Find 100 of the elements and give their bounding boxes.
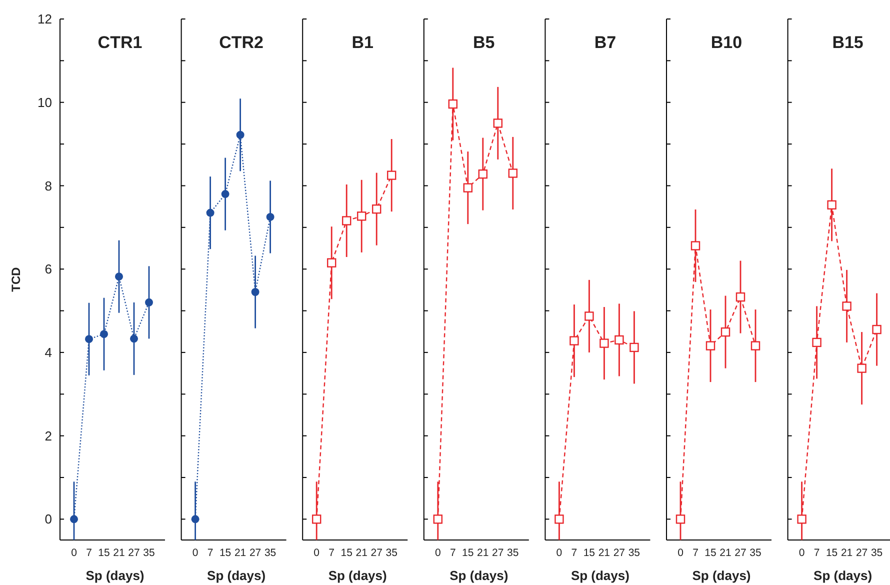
point [342,216,352,226]
x-tick-label: 15 [340,547,353,559]
y-tick-label: 2 [44,428,52,444]
x-tick-label: 0 [556,547,562,559]
point [251,288,260,296]
x-tick-label: 35 [628,547,640,559]
x-tick-label: 27 [734,547,746,559]
x-axis-title: Sp (days) [86,568,144,583]
point [720,327,730,337]
point [570,336,579,346]
x-tick-label: 21 [840,547,853,559]
point [221,190,230,198]
x-tick-label: 0 [678,547,684,559]
x-tick-label: 35 [264,547,276,559]
point [191,515,200,524]
text: B1 [352,33,374,52]
x-tick-label: 27 [370,547,383,559]
point [508,168,518,178]
y-tick-label: 12 [38,12,52,27]
x-tick-label: 27 [128,547,140,559]
point [857,364,866,373]
point [842,302,852,311]
x-tick-label: 7 [692,547,699,559]
text: CTR2 [219,33,264,52]
point [630,342,639,352]
x-tick-label: 35 [386,547,398,559]
x-axis-title: Sp (days) [450,568,508,583]
point [372,204,382,214]
y-tick-label: 4 [44,344,52,360]
x-tick-label: 15 [704,547,716,559]
point [85,335,93,344]
x-tick-label: 27 [249,547,262,559]
point [463,183,472,192]
point [115,272,123,281]
point [614,335,624,345]
point [70,515,78,524]
x-tick-label: 21 [720,547,732,559]
x-tick-label: 7 [450,547,456,559]
point [812,338,822,348]
x-tick-label: 15 [462,547,474,559]
x-tick-label: 0 [798,547,805,559]
x-tick-label: 0 [71,547,78,559]
y-tick-label: 6 [44,262,52,277]
x-tick-label: 21 [598,547,610,559]
point [145,298,153,306]
point [706,341,716,350]
point [827,200,836,210]
point [236,130,244,139]
x-tick-label: 7 [86,547,92,559]
point [797,514,806,524]
x-tick-label: 35 [143,547,155,559]
x-tick-label: 15 [98,547,110,559]
point [327,258,336,268]
text: B5 [473,33,495,52]
point [690,241,700,250]
text: B7 [594,33,616,52]
y-tick-label: 8 [44,178,52,194]
point [554,514,564,524]
point [448,99,458,109]
point [433,514,442,524]
x-tick-label: 0 [434,547,441,559]
point [584,312,594,321]
y-tick-label: 10 [38,94,52,110]
x-tick-label: 7 [814,547,820,559]
point [130,334,138,343]
x-tick-label: 35 [750,547,762,559]
y-tick-label: 0 [44,512,52,527]
point [493,118,502,128]
x-tick-label: 0 [192,547,198,559]
text: CTR1 [98,33,142,52]
x-tick-label: 0 [314,547,320,559]
point [736,292,746,302]
x-tick-label: 35 [507,547,519,559]
x-tick-label: 35 [870,547,883,559]
x-tick-label: 27 [492,547,504,559]
point [750,341,760,350]
point [357,212,366,221]
y-axis-title: TCD [9,266,23,292]
x-axis-title: Sp (days) [328,568,387,583]
x-tick-label: 15 [219,547,232,559]
x-axis-title: Sp (days) [207,568,266,583]
x-axis-title: Sp (days) [692,568,751,583]
x-tick-label: 15 [826,547,838,559]
point [100,330,108,338]
text: B10 [710,33,742,52]
x-tick-label: 27 [856,547,868,559]
x-axis-title: Sp (days) [570,568,630,583]
x-tick-label: 7 [571,547,578,559]
x-axis-title: Sp (days) [814,568,872,583]
x-tick-label: 21 [477,547,489,559]
point [872,324,882,334]
point [478,169,488,179]
x-tick-label: 21 [234,547,246,559]
point [600,338,609,348]
point [266,212,274,221]
point [206,208,214,217]
x-tick-label: 15 [583,547,596,559]
point [312,514,322,524]
x-tick-label: 7 [207,547,214,559]
text: B15 [832,33,864,52]
